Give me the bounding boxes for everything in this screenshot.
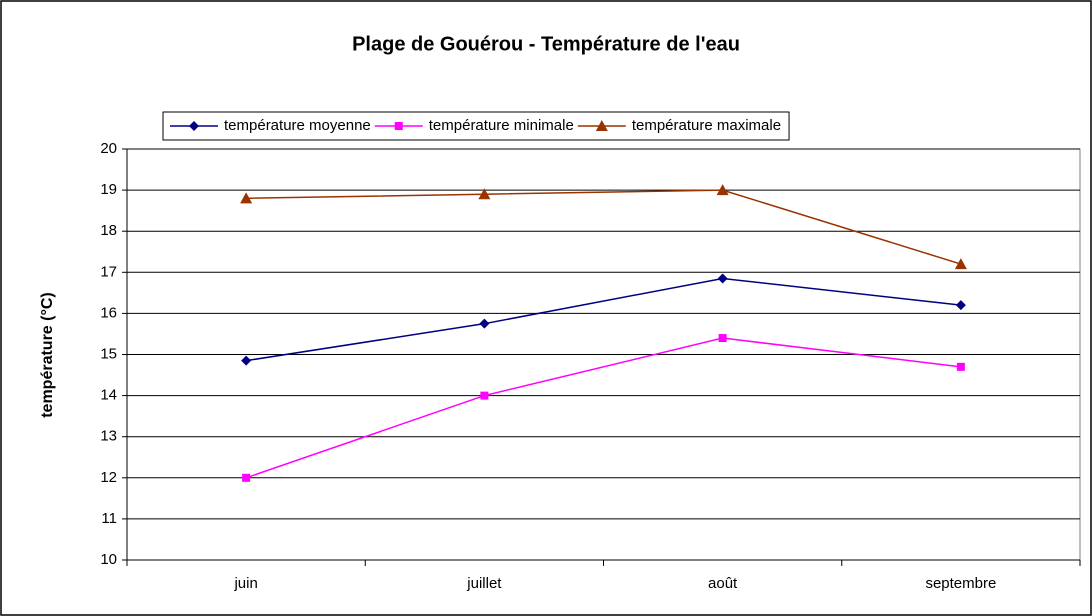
legend-box: [162, 111, 790, 141]
marker: [394, 122, 403, 130]
marker: [595, 120, 608, 131]
y-tick-label: 15: [100, 345, 117, 362]
marker: [954, 258, 967, 270]
y-tick-label: 12: [100, 469, 117, 486]
marker: [478, 188, 491, 200]
marker: [242, 473, 251, 482]
marker: [479, 318, 490, 329]
series-line: [246, 277, 961, 362]
series-line: [246, 189, 962, 265]
marker: [240, 192, 253, 204]
y-axis-label: température (°C): [39, 292, 56, 418]
legend: température moyenne température minimale t…: [162, 111, 790, 141]
y-tick-label: 20: [100, 140, 117, 157]
y-tick-label: 10: [100, 551, 117, 568]
chart-title: Plage de Gouérou - Température de l'eau: [352, 33, 740, 55]
y-tick-label: 17: [100, 263, 117, 280]
marker: [241, 355, 252, 366]
marker: [955, 300, 966, 311]
y-tick-label: 18: [100, 222, 117, 239]
marker: [716, 184, 729, 196]
legend-label: température maximale: [632, 117, 781, 134]
marker: [718, 334, 727, 343]
y-tick-label: 11: [101, 510, 117, 527]
y-tick-label: 13: [100, 428, 117, 445]
marker: [480, 391, 489, 400]
marker: [189, 121, 199, 131]
x-tick-label: juin: [233, 575, 257, 592]
y-tick-label: 14: [100, 387, 117, 404]
series-line: [245, 337, 961, 479]
y-tick-label: 19: [100, 181, 117, 198]
legend-label: température moyenne: [224, 117, 371, 134]
x-tick-label: juillet: [466, 575, 502, 592]
marker: [717, 273, 728, 284]
marker: [956, 362, 965, 371]
y-tick-label: 16: [100, 304, 117, 321]
x-tick-label: août: [708, 575, 738, 592]
x-tick-label: septembre: [925, 575, 996, 592]
legend-label: température minimale: [429, 117, 574, 134]
